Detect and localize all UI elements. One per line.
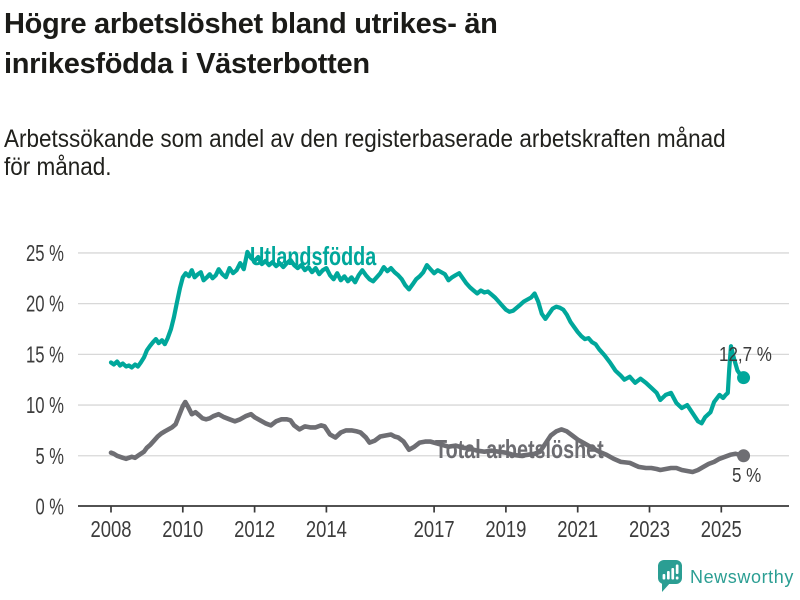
end-value-label-total: 5 % bbox=[732, 465, 762, 487]
newsworthy-logo-text: Newsworthy bbox=[689, 566, 794, 587]
x-tick-label: 2014 bbox=[306, 516, 347, 542]
series-label-utlandsfodda: Utlandsfödda bbox=[250, 241, 377, 271]
y-tick-label: 10 % bbox=[26, 392, 64, 418]
x-tick-label: 2017 bbox=[414, 516, 455, 542]
page-title-line1: Högre arbetslöshet bland utrikes- än bbox=[4, 8, 498, 40]
y-tick-label: 5 % bbox=[36, 443, 65, 469]
y-tick-label: 20 % bbox=[26, 291, 64, 317]
series-line-total bbox=[108, 399, 746, 475]
x-tick-label: 2012 bbox=[234, 516, 275, 542]
x-tick-label: 2025 bbox=[701, 516, 742, 542]
page-subtitle-line1: Arbetssökande som andel av den registerb… bbox=[4, 125, 726, 153]
series-end-dot bbox=[737, 371, 751, 385]
y-tick-label: 15 % bbox=[26, 341, 64, 367]
page-title: Högre arbetslöshet bland utrikes- än inr… bbox=[4, 4, 498, 84]
y-tick-label: 0 % bbox=[36, 494, 65, 520]
x-tick-label: 2023 bbox=[629, 516, 670, 542]
x-tick-label: 2008 bbox=[91, 516, 132, 542]
x-tick-label: 2021 bbox=[557, 516, 598, 542]
end-value-label-utlandsfodda: 12,7 % bbox=[719, 344, 772, 366]
series-line-utlandsfodda bbox=[108, 249, 746, 426]
x-tick-label: 2019 bbox=[485, 516, 526, 542]
page-subtitle-line2: för månad. bbox=[4, 153, 112, 181]
newsworthy-bar-chart-bubble-icon bbox=[657, 560, 682, 592]
series-end-dot bbox=[737, 449, 751, 463]
series-label-total-arbetsloshet: Total arbetslöshet bbox=[435, 434, 604, 464]
page-title-line2: inrikesfödda i Västerbotten bbox=[4, 48, 370, 80]
page-subtitle: Arbetssökande som andel av den registerb… bbox=[4, 125, 726, 181]
x-tick-label: 2010 bbox=[162, 516, 203, 542]
newsworthy-logo: Newsworthy bbox=[657, 560, 794, 594]
y-tick-label: 25 % bbox=[26, 240, 64, 266]
